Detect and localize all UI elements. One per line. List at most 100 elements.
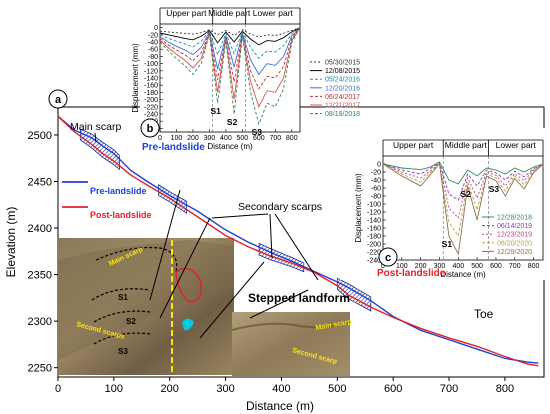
- b-plot-xtick-label: 400: [220, 135, 232, 142]
- photo-red-outline: [175, 267, 202, 303]
- c-plot-marker-S1: S1: [442, 239, 453, 249]
- arrow-to-photo-3: [199, 261, 265, 339]
- b-plot-part-label: Middle part: [208, 8, 251, 18]
- annotation-toe: Toe: [474, 307, 494, 321]
- c-plot-ytick-label: -60: [371, 186, 381, 193]
- b-plot-xtick-label: 500: [237, 135, 249, 142]
- a-ytick-label: 2350: [28, 270, 52, 282]
- b-plot-xtick-label: 600: [253, 135, 265, 142]
- c-plot-frame: [382, 155, 544, 261]
- b-plot-series-line: [159, 27, 301, 38]
- b-plot-ytick-label: -40: [148, 40, 158, 47]
- b-plot-ytick-label: -100: [144, 61, 158, 68]
- photo-inset-main: Main scarp S1 S2 S3 Second scarps: [58, 238, 234, 375]
- c-plot-ytick-label: -180: [367, 234, 381, 241]
- b-plot-legend-label: 05/24/2016: [325, 77, 360, 84]
- b-plot-xtick-label: 300: [204, 135, 216, 142]
- c-plot-legend-label: 12/28/2018: [497, 215, 532, 222]
- a-xtick-label: 800: [496, 383, 514, 395]
- photo-inset-small: Main scarp Second scarp: [231, 312, 352, 376]
- b-plot-legend-label: 12/08/2015: [325, 68, 360, 75]
- c-plot-xtick-label: 800: [528, 263, 540, 270]
- a-series-pre-landslide: [57, 115, 539, 364]
- b-plot-ytick-label: -200: [144, 97, 158, 104]
- photo-label-s1: S1: [118, 293, 128, 302]
- b-plot-ylabel: Displacement (mm): [131, 43, 140, 113]
- c-plot-legend-label: 12/23/2019: [497, 232, 532, 239]
- c-plot-xtick-label: 100: [396, 263, 408, 270]
- b-plot-marker-S1: S1: [210, 106, 221, 116]
- b-plot-series-line: [159, 27, 301, 76]
- b-plot-xtick-label: 700: [269, 135, 281, 142]
- arrow-scarp-2: [269, 213, 273, 259]
- arrow-to-photo-2: [159, 217, 211, 319]
- c-plot-ytick-label: -120: [367, 210, 381, 217]
- c-plot-ylabel: Displacement (mm): [354, 173, 363, 243]
- a-ytick-label: 2300: [28, 316, 52, 328]
- photo-water-body: [182, 318, 194, 331]
- c-plot-ytick-label: 0: [377, 162, 381, 169]
- photo-label-s3: S3: [118, 347, 128, 356]
- panel-c-label: c: [385, 252, 391, 264]
- a-ytick-label: 2450: [28, 176, 52, 188]
- c-plot-series-line: [382, 161, 544, 201]
- panel-a-annotations: Main scarp Secondary scarps Stepped land…: [70, 121, 494, 339]
- b-plot-legend-label: 05/30/2015: [325, 60, 360, 67]
- b-plot-part-label: Lower part: [253, 8, 294, 18]
- b-plot-ytick-label: 0: [154, 25, 158, 32]
- b-plot-xlabel: Distance (m): [207, 142, 253, 151]
- b-plot-xtick-label: 0: [158, 135, 162, 142]
- a-xtick-label: 600: [384, 383, 402, 395]
- panel-a-x-ticks: 0 100 200 300 400 500 600 700 800: [55, 377, 514, 395]
- b-plot-series-line: [159, 27, 301, 90]
- arrow-stepped-landform: [249, 289, 309, 319]
- arrow-scarp-3: [274, 213, 319, 281]
- c-plot-ytick-label: -140: [367, 218, 381, 225]
- photo-label-s2: S2: [126, 317, 136, 326]
- c-plot-marker-S2: S2: [461, 189, 472, 199]
- b-plot-legend-label: 08/18/2018: [325, 111, 360, 118]
- arrow-main-scarp: [94, 132, 97, 143]
- c-plot-xtick-label: 0: [381, 263, 385, 270]
- a-xtick-label: 200: [161, 383, 179, 395]
- photo-scarp-line-1: [95, 246, 178, 273]
- panel-b-label: b: [147, 123, 154, 135]
- a-xtick-label: 400: [272, 383, 290, 395]
- panel-c: Upper part Middle part Lower part0-20-40-6…: [340, 128, 550, 280]
- a-xtick-label: 700: [440, 383, 458, 395]
- panel-a-ylabel: Elevation (m): [4, 207, 18, 278]
- panel-a-profile-lines: [57, 115, 539, 367]
- arrow-scarp-1: [211, 213, 269, 219]
- b-plot-part-label: Upper part: [166, 8, 207, 18]
- panel-a-y-ticks: 2250 2300 2350 2400 2450 2500: [28, 130, 58, 375]
- legend-pre-label: Pre-landslide: [90, 186, 147, 196]
- panel-a-legend: Pre-landslide Post-landslide: [62, 181, 152, 220]
- a-hatched-zone: [79, 128, 120, 171]
- panel-c-plot: Upper part Middle part Lower part0-20-40-6…: [354, 139, 544, 279]
- legend-post-label: Post-landslide: [90, 210, 152, 220]
- c-plot-series-line: [382, 161, 544, 185]
- b-plot-marker-S3: S3: [252, 127, 263, 137]
- b-plot-ytick-label: -160: [144, 83, 158, 90]
- c-plot-ytick-label: -220: [367, 250, 381, 257]
- b-plot-ytick-label: -120: [144, 68, 158, 75]
- c-plot-xlabel: Distance (m): [440, 270, 486, 279]
- a-xtick-label: 500: [328, 383, 346, 395]
- c-plot-series-line: [382, 162, 544, 256]
- b-plot-xtick-label: 200: [187, 135, 199, 142]
- photo-scarp-line-3: [93, 310, 151, 323]
- c-plot-part-label: Upper part: [393, 140, 434, 150]
- photo-small: [232, 312, 350, 376]
- b-plot-series-line: [159, 27, 301, 59]
- annotation-stepped-landform: Stepped landform: [248, 291, 350, 305]
- b-plot-ytick-label: -60: [148, 47, 158, 54]
- b-plot-series-line: [159, 27, 301, 46]
- a-hatched-zone: [158, 184, 187, 214]
- b-plot-legend-label: 12/21/2017: [325, 103, 360, 110]
- a-ytick-label: 2400: [28, 223, 52, 235]
- c-plot-xtick-label: 200: [415, 263, 427, 270]
- c-plot-part-label: Middle part: [445, 140, 488, 150]
- c-plot-legend-label: 12/29/2020: [497, 249, 532, 256]
